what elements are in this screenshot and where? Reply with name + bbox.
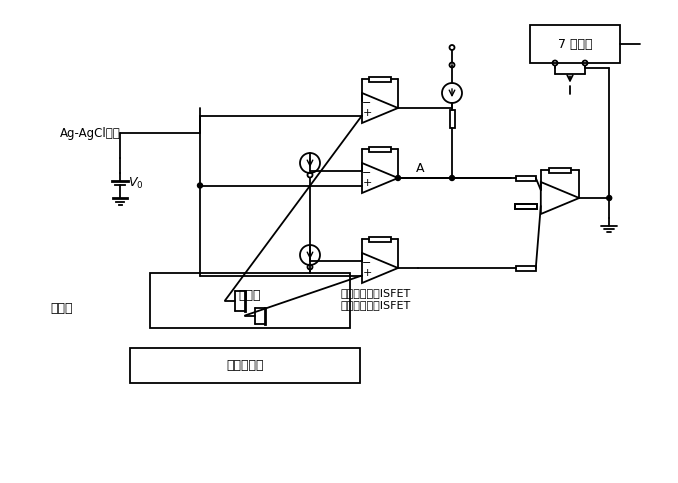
Text: +: + — [362, 178, 372, 188]
Bar — [369, 237, 391, 242]
Bar — [450, 110, 454, 128]
Bar — [150, 273, 350, 328]
Text: 恒温器: 恒温器 — [239, 289, 261, 302]
Circle shape — [395, 175, 401, 181]
Bar — [130, 348, 360, 383]
Text: Ag-AgCl电极: Ag-AgCl电极 — [60, 127, 121, 140]
Circle shape — [607, 196, 612, 200]
Text: 搅拌器: 搅拌器 — [50, 301, 73, 314]
Bar — [516, 175, 536, 181]
Bar — [516, 266, 536, 270]
Text: −: − — [362, 258, 372, 268]
Bar — [530, 25, 620, 63]
Text: 7 记录仪: 7 记录仪 — [558, 38, 593, 51]
Text: 有固定酶膜的ISFET: 有固定酶膜的ISFET — [340, 288, 410, 298]
Text: +: + — [362, 108, 372, 118]
Text: +: + — [362, 268, 372, 278]
Text: 无固定酶膜的ISFET: 无固定酶膜的ISFET — [340, 300, 410, 310]
Circle shape — [450, 175, 454, 181]
Text: −: − — [362, 98, 372, 108]
Bar — [515, 203, 537, 209]
Bar — [549, 168, 571, 172]
Circle shape — [197, 183, 203, 188]
Bar — [515, 203, 537, 209]
Text: −: − — [362, 168, 372, 178]
Text: $V_0$: $V_0$ — [128, 175, 144, 191]
Bar — [369, 146, 391, 152]
Bar — [369, 76, 391, 82]
Text: 电磁搅拌器: 电磁搅拌器 — [226, 359, 264, 372]
Text: A: A — [416, 162, 424, 175]
